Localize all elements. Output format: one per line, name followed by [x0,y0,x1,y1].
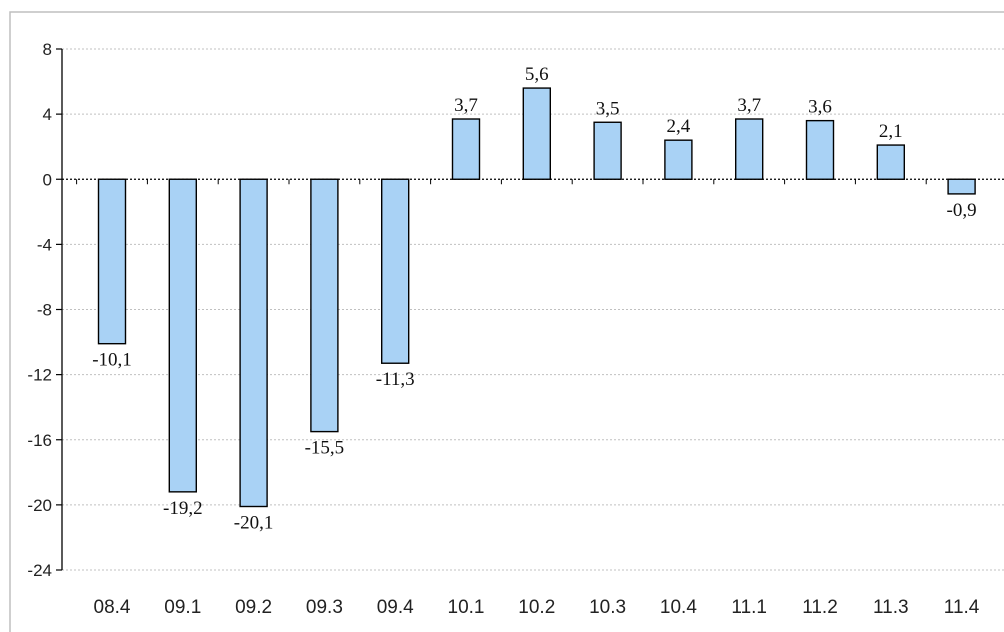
x-tick-label: 10.1 [448,597,485,618]
y-tick-label: -8 [37,301,52,320]
bar-10.2 [522,87,551,180]
data-label: 2,1 [879,121,903,142]
bar-09.2 [239,178,268,508]
y-tick-label: -16 [27,431,52,450]
bar-11.4 [947,178,976,195]
y-axis-ticks: 8 4 0 -4 -8 -12 -16 -20 -24 [27,40,62,580]
y-tick-label: -24 [27,561,52,580]
data-label: -20,1 [234,513,274,534]
bar-10.3 [593,121,622,180]
y-tick-label: 8 [43,40,52,59]
bar-09.1 [168,178,198,493]
data-label: -11,3 [376,369,415,390]
data-label: 3,5 [596,98,620,119]
bar-11.2 [805,119,835,180]
bar-09.4 [381,178,410,364]
data-label: -10,1 [92,350,132,371]
x-tick-label: 09.2 [235,597,272,618]
bar-10.4 [664,139,693,180]
data-label: 3,7 [454,95,478,116]
y-tick-label: 0 [43,170,52,189]
y-tick-label: 4 [43,105,52,124]
x-tick-label: 11.4 [944,597,980,618]
bars [97,87,976,508]
y-tick-label: -4 [37,235,52,254]
data-label: -0,9 [947,200,977,221]
data-label: 5,6 [525,64,549,85]
x-axis-ticks: 08.4 09.1 09.2 09.3 09.4 10.1 10.2 10.3 10.4 11.1… [94,597,980,618]
bar-11.1 [735,118,764,180]
data-label: -19,2 [163,498,203,519]
x-tick-label: 09.1 [164,597,201,618]
x-tick-label: 09.4 [377,597,414,618]
data-label: 2,4 [667,116,691,137]
y-tick-label: -12 [27,366,52,385]
gridlines [62,48,1004,571]
x-tick-label: 10.2 [518,597,555,618]
bar-10.1 [451,118,481,180]
x-tick-label: 11.3 [873,597,909,618]
bar-09.3 [310,178,339,433]
data-label: 3,6 [808,97,832,118]
x-tick-label: 10.4 [660,597,697,618]
data-label: -15,5 [305,438,345,459]
x-tick-label: 11.2 [802,597,838,618]
data-labels: -10,1 -19,2 -20,1 -15,5 -11,3 3,7 5,6 3,5 2,4 3,7… [92,64,976,533]
y-tick-label: -20 [27,496,52,515]
plot-frame [9,11,1004,632]
x-tick-label: 11.1 [731,597,767,618]
x-tick-label: 09.3 [306,597,343,618]
x-tick-label: 08.4 [94,597,131,618]
data-label: 3,7 [737,95,761,116]
x-tick-label: 10.3 [589,597,626,618]
bar-11.3 [876,144,905,180]
bar-08.4 [97,178,127,345]
